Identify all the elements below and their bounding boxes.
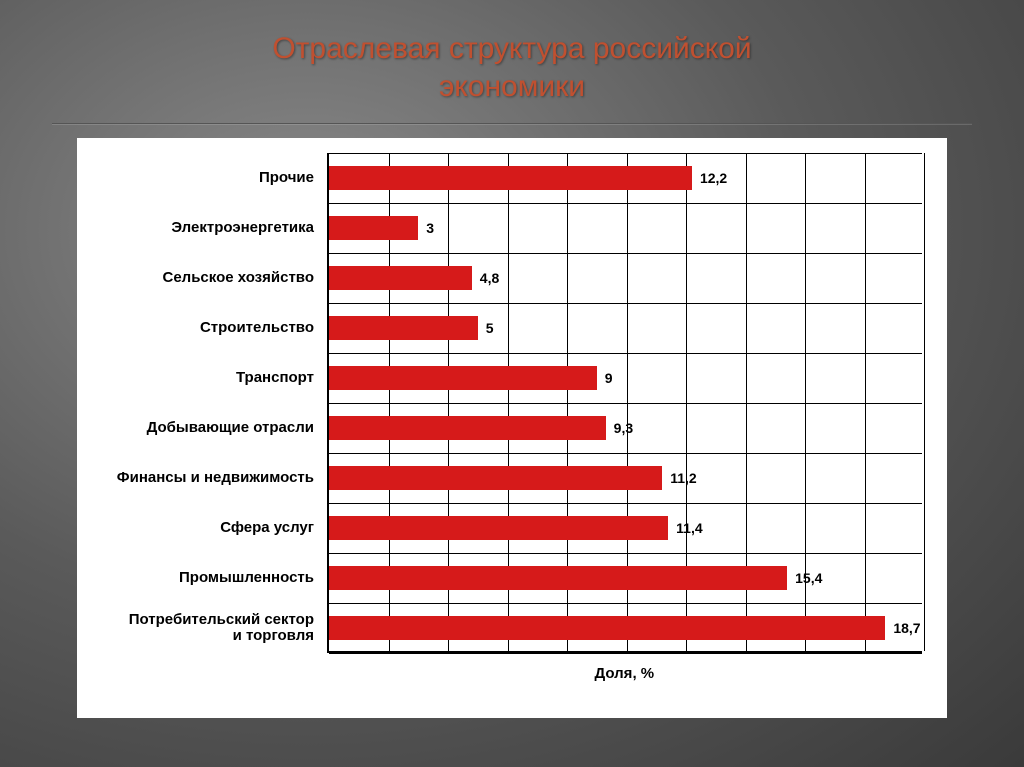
- title-line1: Отраслевая структура российской: [272, 32, 751, 65]
- chart-panel: 12,234,8599,311,211,415,418,7 Доля, % Пр…: [77, 138, 947, 718]
- x-axis-label: Доля, %: [595, 665, 655, 682]
- category-label: Транспорт: [92, 353, 322, 403]
- chart-row: Транспорт: [92, 353, 932, 403]
- chart-row: Потребительский сектор и торговля: [92, 603, 932, 653]
- title-line2: экономики: [439, 70, 585, 103]
- chart-row: Финансы и недвижимость: [92, 453, 932, 503]
- category-label: Потребительский сектор и торговля: [92, 603, 322, 653]
- chart-row: Сфера услуг: [92, 503, 932, 553]
- gridline-horizontal: [329, 653, 922, 654]
- category-label: Добывающие отрасли: [92, 403, 322, 453]
- category-label: Электроэнергетика: [92, 203, 322, 253]
- chart-area: 12,234,8599,311,211,415,418,7 Доля, % Пр…: [92, 153, 932, 708]
- chart-row: Сельское хозяйство: [92, 253, 932, 303]
- chart-row: Промышленность: [92, 553, 932, 603]
- chart-row: Строительство: [92, 303, 932, 353]
- category-label: Промышленность: [92, 553, 322, 603]
- category-label: Прочие: [92, 153, 322, 203]
- category-label: Финансы и недвижимость: [92, 453, 322, 503]
- title-underline: [52, 123, 972, 124]
- category-label: Сфера услуг: [92, 503, 322, 553]
- slide-title: Отраслевая структура российской экономик…: [272, 30, 751, 105]
- chart-row: Прочие: [92, 153, 932, 203]
- chart-row: Добывающие отрасли: [92, 403, 932, 453]
- chart-row: Электроэнергетика: [92, 203, 932, 253]
- category-label: Сельское хозяйство: [92, 253, 322, 303]
- category-label: Строительство: [92, 303, 322, 353]
